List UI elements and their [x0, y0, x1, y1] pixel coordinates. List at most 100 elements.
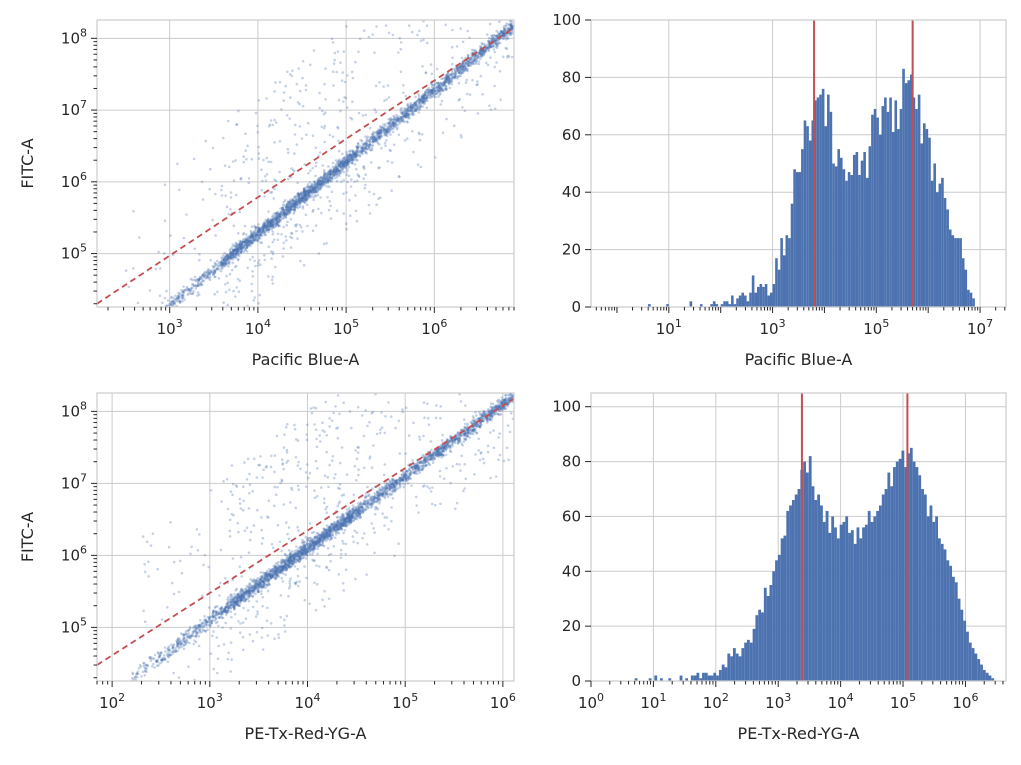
data-point — [379, 128, 382, 132]
data-point — [294, 506, 298, 510]
data-point — [343, 161, 346, 165]
data-point — [222, 262, 225, 266]
data-point — [423, 96, 426, 100]
data-point — [342, 170, 346, 174]
data-point — [335, 70, 339, 74]
data-point — [270, 220, 273, 223]
data-point — [440, 88, 444, 92]
data-point — [361, 536, 364, 540]
data-point — [345, 25, 348, 28]
data-point — [507, 37, 510, 40]
histogram-bar — [969, 292, 973, 307]
data-point — [229, 251, 232, 255]
data-point — [388, 130, 391, 134]
data-point — [308, 185, 311, 189]
data-point — [276, 232, 280, 236]
data-point — [413, 102, 416, 106]
data-point — [326, 180, 329, 184]
data-point — [298, 223, 302, 227]
data-point — [286, 205, 290, 208]
data-point — [287, 207, 290, 211]
data-point — [235, 264, 238, 268]
data-point — [245, 238, 248, 241]
data-point — [399, 70, 403, 74]
data-point — [254, 233, 258, 237]
data-point — [293, 208, 297, 211]
data-point — [411, 106, 415, 110]
data-point — [418, 138, 422, 142]
data-point — [445, 117, 448, 121]
data-point — [156, 315, 159, 318]
data-point — [216, 263, 220, 266]
data-point — [212, 270, 216, 273]
data-point — [502, 55, 505, 59]
data-point — [484, 48, 487, 52]
data-point — [327, 208, 331, 212]
data-point — [461, 62, 464, 66]
data-point — [399, 119, 403, 123]
data-point — [386, 130, 389, 133]
data-point — [185, 285, 189, 289]
data-point — [327, 165, 330, 168]
data-point — [448, 86, 452, 90]
data-point — [391, 497, 395, 500]
data-point — [421, 102, 425, 105]
data-point — [421, 65, 424, 68]
data-point — [143, 322, 146, 325]
data-point — [331, 70, 335, 73]
data-point — [225, 274, 228, 278]
data-point — [267, 225, 270, 228]
data-point — [190, 286, 194, 290]
data-point — [412, 113, 416, 116]
data-point — [218, 265, 221, 268]
data-point — [298, 200, 301, 204]
data-point — [254, 234, 258, 237]
histogram-bar — [873, 108, 877, 307]
data-point — [129, 331, 132, 334]
data-point — [409, 106, 413, 110]
x-tick-label: 104 — [245, 317, 271, 338]
data-point — [229, 252, 233, 256]
data-point — [150, 323, 153, 326]
data-point — [152, 314, 155, 317]
data-point — [500, 32, 504, 35]
data-point — [161, 312, 164, 315]
data-point — [439, 416, 442, 420]
data-point — [509, 33, 513, 37]
data-point — [368, 421, 371, 424]
data-point — [311, 210, 315, 213]
data-point — [274, 225, 277, 228]
data-point — [213, 269, 217, 273]
data-point — [196, 282, 200, 286]
data-point — [148, 315, 151, 318]
data-point — [374, 137, 378, 140]
data-point — [429, 440, 433, 443]
data-point — [255, 231, 259, 234]
data-point — [495, 9, 498, 12]
data-point — [284, 206, 288, 210]
data-point — [458, 68, 462, 72]
data-point — [486, 33, 489, 36]
data-point — [380, 426, 384, 430]
histogram-bar — [764, 284, 768, 307]
data-point — [368, 138, 372, 142]
data-point — [444, 84, 448, 88]
data-point — [293, 152, 296, 155]
data-point — [468, 93, 472, 96]
data-point — [470, 60, 473, 64]
data-point — [352, 155, 356, 158]
histogram-bar — [858, 174, 861, 307]
data-point — [182, 236, 186, 240]
data-point — [348, 153, 352, 156]
data-point — [301, 192, 305, 196]
data-point — [354, 60, 357, 64]
data-point — [228, 165, 231, 169]
data-point — [253, 259, 256, 263]
histogram-bar — [959, 238, 962, 307]
data-point — [257, 261, 260, 265]
data-point — [438, 385, 441, 388]
data-point — [397, 419, 401, 423]
histogram-bar — [850, 174, 853, 307]
data-point — [265, 173, 269, 176]
data-point — [334, 165, 338, 169]
